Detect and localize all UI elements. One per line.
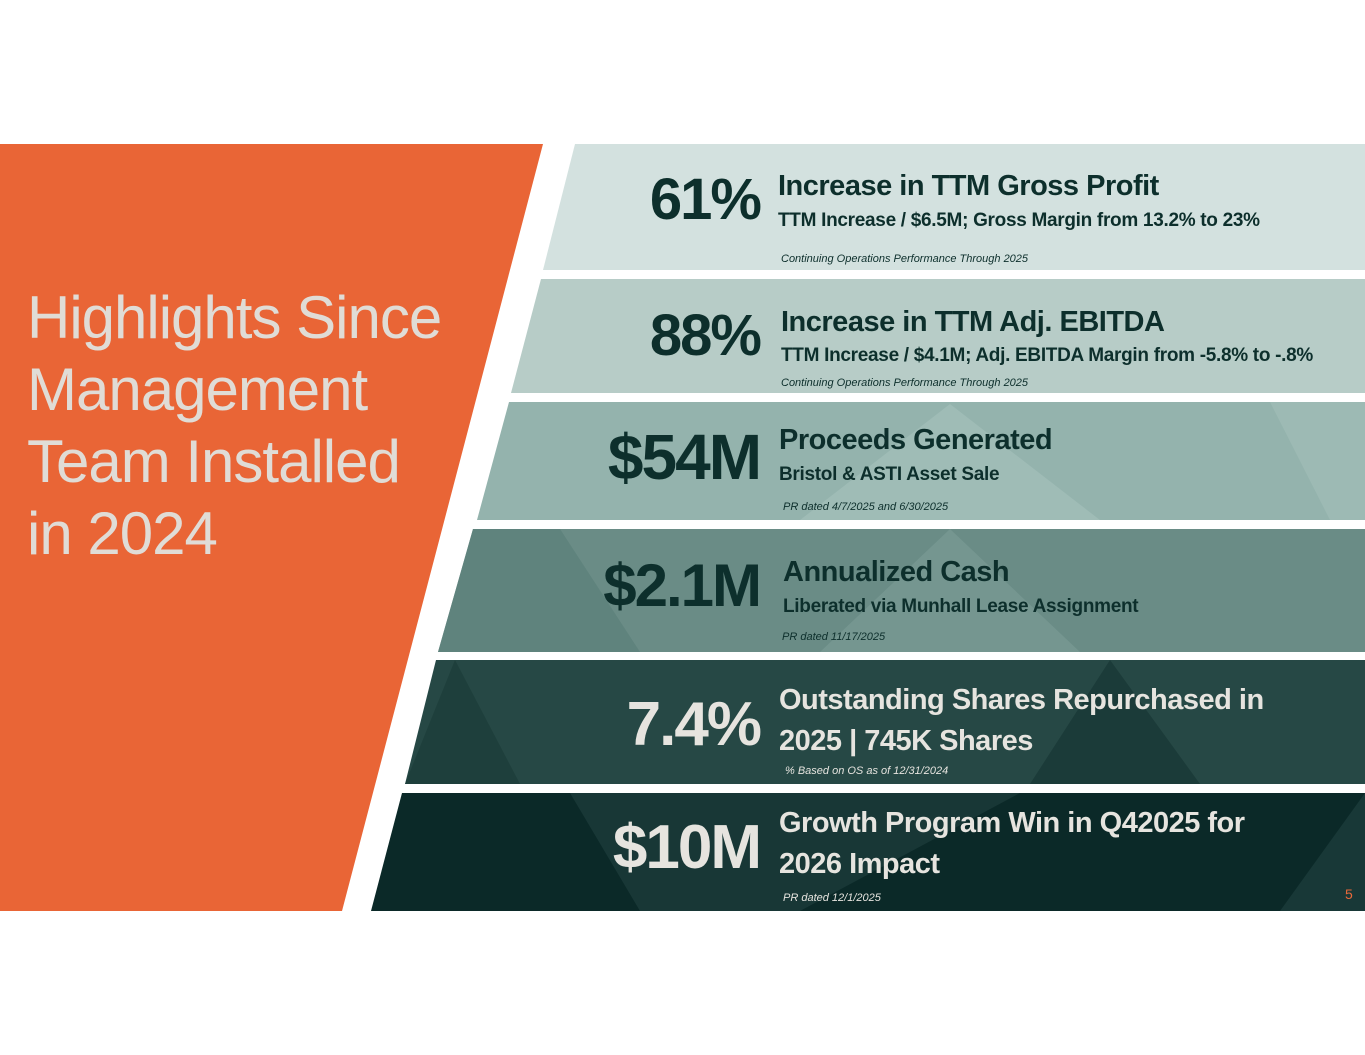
detail-gross-profit: TTM Increase / $6.5M; Gross Margin from … [778,210,1260,231]
note-growth: PR dated 12/1/2025 [783,892,881,904]
band-3-triangle [800,404,1100,520]
detail-adj-ebitda: TTM Increase / $4.1M; Adj. EBITDA Margin… [781,345,1313,366]
note-proceeds: PR dated 4/7/2025 and 6/30/2025 [783,501,949,513]
note-annualized-cash: PR dated 11/17/2025 [782,631,886,643]
band-4-triangle [820,529,1080,652]
note-gross-profit: Continuing Operations Performance Throug… [781,253,1029,265]
note-adj-ebitda: Continuing Operations Performance Throug… [781,377,1029,389]
headline-growth-line2: 2026 Impact [779,848,940,880]
headline-annualized-cash: Annualized Cash [783,556,1010,588]
band-6-triangle-right [1280,793,1365,911]
band-5-triangle [1030,660,1200,784]
title-line: Highlights Since [27,284,442,351]
headline-adj-ebitda: Increase in TTM Adj. EBITDA [781,306,1165,338]
metric-proceeds: $54M [607,421,762,493]
band-4-triangle-left [438,529,640,652]
metric-growth-program: $10M [612,813,762,882]
detail-proceeds: Bristol & ASTI Asset Sale [779,464,1000,485]
band-2 [511,279,1365,393]
headline-shares-line2: 2025 | 745K Shares [779,725,1033,757]
headline-shares-line1: Outstanding Shares Repurchased in [779,684,1264,716]
orange-panel [0,144,543,911]
band-6-triangle [570,793,1020,911]
metric-annualized-cash: $2.1M [603,552,762,619]
title-line: in 2024 [27,500,218,567]
slide-title: Highlights Since Management Team Install… [27,282,497,570]
headline-gross-profit: Increase in TTM Gross Profit [778,170,1159,202]
metric-gross-profit: 61% [649,167,762,232]
detail-annualized-cash: Liberated via Munhall Lease Assignment [783,596,1139,617]
headline-proceeds: Proceeds Generated [779,424,1053,456]
band-1 [543,144,1365,270]
title-line: Management [27,356,368,423]
note-shares: % Based on OS as of 12/31/2024 [785,765,949,777]
title-line: Team Installed [27,428,401,495]
page-number: 5 [1345,886,1353,902]
metric-shares-repurchased: 7.4% [626,690,762,759]
band-3-triangle-right [1270,402,1365,520]
band-5-triangle-left [405,660,520,784]
metric-adj-ebitda: 88% [649,303,762,368]
headline-growth-line1: Growth Program Win in Q42025 for [779,807,1245,839]
